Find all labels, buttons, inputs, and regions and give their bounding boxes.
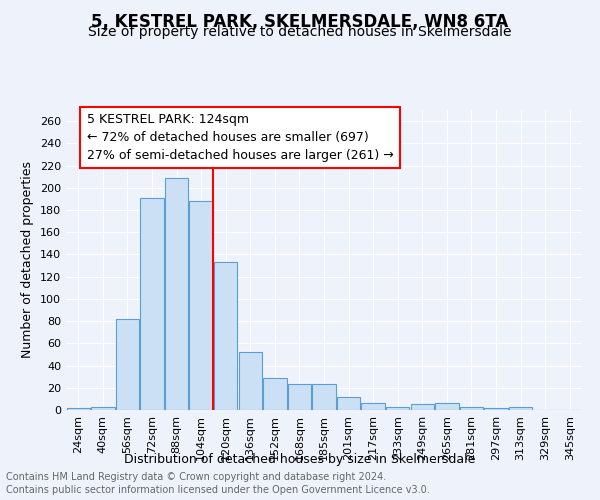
Text: Contains HM Land Registry data © Crown copyright and database right 2024.: Contains HM Land Registry data © Crown c… bbox=[6, 472, 386, 482]
Bar bbox=[386, 406, 409, 410]
Bar bbox=[288, 384, 311, 410]
Bar bbox=[410, 404, 434, 410]
Text: 5 KESTREL PARK: 124sqm
← 72% of detached houses are smaller (697)
27% of semi-de: 5 KESTREL PARK: 124sqm ← 72% of detached… bbox=[86, 113, 394, 162]
Bar bbox=[484, 408, 508, 410]
Bar bbox=[460, 406, 483, 410]
Bar bbox=[263, 378, 287, 410]
Bar bbox=[140, 198, 164, 410]
Bar bbox=[67, 408, 90, 410]
Text: Size of property relative to detached houses in Skelmersdale: Size of property relative to detached ho… bbox=[88, 25, 512, 39]
Bar bbox=[116, 319, 139, 410]
Bar bbox=[239, 352, 262, 410]
Text: 5, KESTREL PARK, SKELMERSDALE, WN8 6TA: 5, KESTREL PARK, SKELMERSDALE, WN8 6TA bbox=[91, 12, 509, 30]
Bar bbox=[91, 406, 115, 410]
Bar bbox=[337, 396, 360, 410]
Bar bbox=[435, 404, 458, 410]
Bar bbox=[190, 201, 213, 410]
Bar bbox=[165, 178, 188, 410]
Bar bbox=[509, 406, 532, 410]
Y-axis label: Number of detached properties: Number of detached properties bbox=[22, 162, 34, 358]
Bar bbox=[361, 404, 385, 410]
Bar bbox=[214, 262, 238, 410]
Bar bbox=[313, 384, 335, 410]
Text: Distribution of detached houses by size in Skelmersdale: Distribution of detached houses by size … bbox=[124, 452, 476, 466]
Text: Contains public sector information licensed under the Open Government Licence v3: Contains public sector information licen… bbox=[6, 485, 430, 495]
